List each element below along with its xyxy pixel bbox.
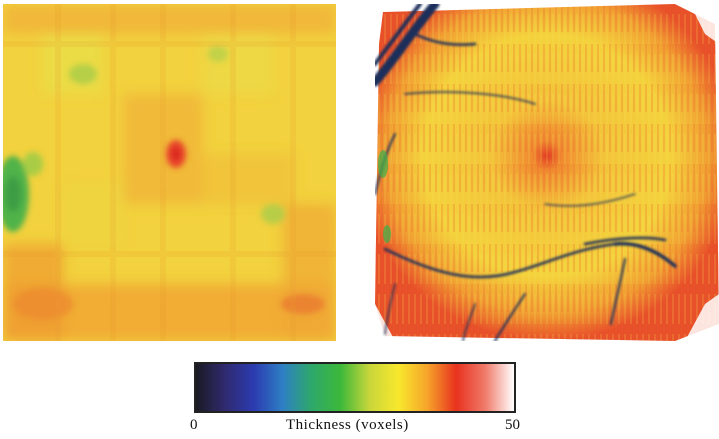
thickness-map-left [3, 4, 336, 341]
colorbar-max-label: 50 [505, 417, 520, 433]
colorbar [194, 362, 516, 413]
right-thickness-heatmap [375, 4, 719, 341]
colorbar-title: Thickness (voxels) [286, 417, 409, 433]
left-thickness-heatmap [3, 4, 336, 341]
thickness-map-right [375, 4, 719, 341]
colorbar-min-label: 0 [190, 417, 198, 433]
